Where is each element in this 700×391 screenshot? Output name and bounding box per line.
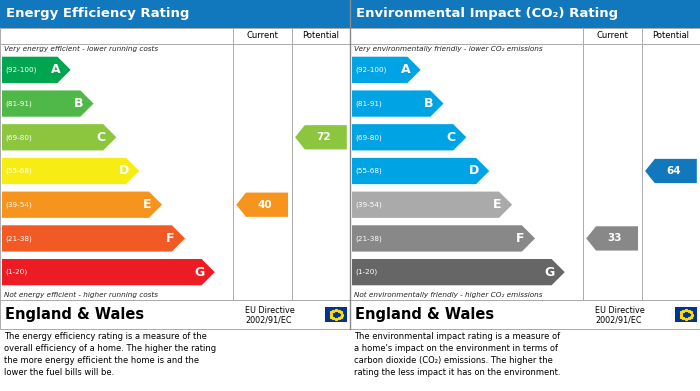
Bar [350,300,700,329]
Text: C: C [97,131,106,144]
Bar [675,307,697,322]
Text: (55-68): (55-68) [355,168,382,174]
Polygon shape [2,225,185,251]
Text: (1-20): (1-20) [5,269,27,275]
Text: E: E [143,198,151,211]
Bar [0,28,350,300]
Polygon shape [295,125,346,149]
Text: B: B [424,97,433,110]
Text: Potential: Potential [652,32,690,41]
Text: 33: 33 [608,233,622,244]
Text: Environmental Impact (CO₂) Rating: Environmental Impact (CO₂) Rating [356,7,618,20]
Bar [325,307,347,322]
Text: (55-68): (55-68) [5,168,32,174]
Text: England & Wales: England & Wales [5,307,144,322]
Text: (1-20): (1-20) [355,269,377,275]
Polygon shape [352,158,489,184]
Polygon shape [2,57,71,83]
Polygon shape [587,226,638,251]
Text: G: G [545,265,554,279]
Polygon shape [2,192,162,218]
Bar [0,0,350,28]
Text: F: F [166,232,174,245]
Text: Not energy efficient - higher running costs: Not energy efficient - higher running co… [4,292,158,298]
Text: A: A [50,63,60,76]
Text: Not environmentally friendly - higher CO₂ emissions: Not environmentally friendly - higher CO… [354,292,542,298]
Text: (69-80): (69-80) [5,134,32,140]
Text: Very energy efficient - lower running costs: Very energy efficient - lower running co… [4,46,158,52]
Text: E: E [493,198,501,211]
Text: (39-54): (39-54) [5,201,32,208]
Text: D: D [469,165,480,178]
Text: 40: 40 [258,200,272,210]
Text: Energy Efficiency Rating: Energy Efficiency Rating [6,7,190,20]
Text: (21-38): (21-38) [355,235,382,242]
Polygon shape [237,193,288,217]
Text: Very environmentally friendly - lower CO₂ emissions: Very environmentally friendly - lower CO… [354,46,542,52]
Text: 2002/91/EC: 2002/91/EC [595,315,641,324]
Text: F: F [516,232,524,245]
Polygon shape [645,159,696,183]
Text: The energy efficiency rating is a measure of the
overall efficiency of a home. T: The energy efficiency rating is a measur… [4,332,216,377]
Polygon shape [2,158,139,184]
Text: Potential: Potential [302,32,340,41]
Text: C: C [447,131,456,144]
Text: England & Wales: England & Wales [355,307,494,322]
Text: 2002/91/EC: 2002/91/EC [245,315,291,324]
Polygon shape [352,90,444,117]
Polygon shape [352,124,466,151]
Text: (81-91): (81-91) [355,100,382,107]
Text: G: G [195,265,204,279]
Bar [350,0,700,28]
Bar [350,28,700,300]
Text: (92-100): (92-100) [5,66,36,73]
Text: (92-100): (92-100) [355,66,386,73]
Text: 64: 64 [666,166,681,176]
Text: (69-80): (69-80) [355,134,382,140]
Text: (39-54): (39-54) [355,201,382,208]
Text: B: B [74,97,83,110]
Text: D: D [119,165,130,178]
Text: EU Directive: EU Directive [595,306,645,315]
Text: (21-38): (21-38) [5,235,32,242]
Polygon shape [2,259,215,285]
Text: EU Directive: EU Directive [245,306,295,315]
Text: 72: 72 [316,132,331,142]
Polygon shape [2,124,116,151]
Text: (81-91): (81-91) [5,100,32,107]
Polygon shape [352,225,535,251]
Polygon shape [352,259,565,285]
Text: Current: Current [596,32,628,41]
Polygon shape [2,90,94,117]
Polygon shape [352,57,421,83]
Bar [0,300,350,329]
Text: The environmental impact rating is a measure of
a home's impact on the environme: The environmental impact rating is a mea… [354,332,561,377]
Polygon shape [352,192,512,218]
Text: A: A [400,63,410,76]
Text: Current: Current [246,32,278,41]
